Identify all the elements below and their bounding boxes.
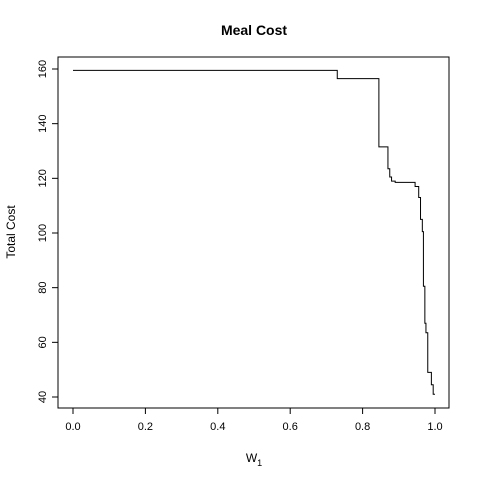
x-tick-label: 0.8 bbox=[355, 421, 370, 433]
y-tick-label: 100 bbox=[37, 224, 49, 242]
y-tick-label: 120 bbox=[37, 169, 49, 187]
x-tick-label: 1.0 bbox=[427, 421, 442, 433]
x-tick-label: 0.2 bbox=[138, 421, 153, 433]
plot-frame bbox=[58, 57, 449, 408]
x-axis-label: W1 bbox=[246, 451, 262, 468]
y-tick-label: 40 bbox=[37, 391, 49, 403]
x-axis-label-subscript: 1 bbox=[257, 458, 262, 468]
data-series-line bbox=[73, 70, 435, 394]
y-tick-label: 60 bbox=[37, 336, 49, 348]
x-axis-label-main: W bbox=[246, 451, 258, 465]
y-tick-label: 160 bbox=[37, 60, 49, 78]
x-tick-label: 0.0 bbox=[65, 421, 80, 433]
chart-title: Meal Cost bbox=[221, 22, 287, 38]
x-tick-label: 0.4 bbox=[210, 421, 225, 433]
x-tick-label: 0.6 bbox=[283, 421, 298, 433]
y-tick-label: 140 bbox=[37, 114, 49, 132]
x-axis: 0.0 0.2 0.4 0.6 0.8 1.0 bbox=[65, 408, 442, 433]
y-tick-label: 80 bbox=[37, 282, 49, 294]
y-axis-label: Total Cost bbox=[4, 205, 18, 259]
y-axis: 40 60 80 100 120 140 160 bbox=[37, 60, 58, 403]
